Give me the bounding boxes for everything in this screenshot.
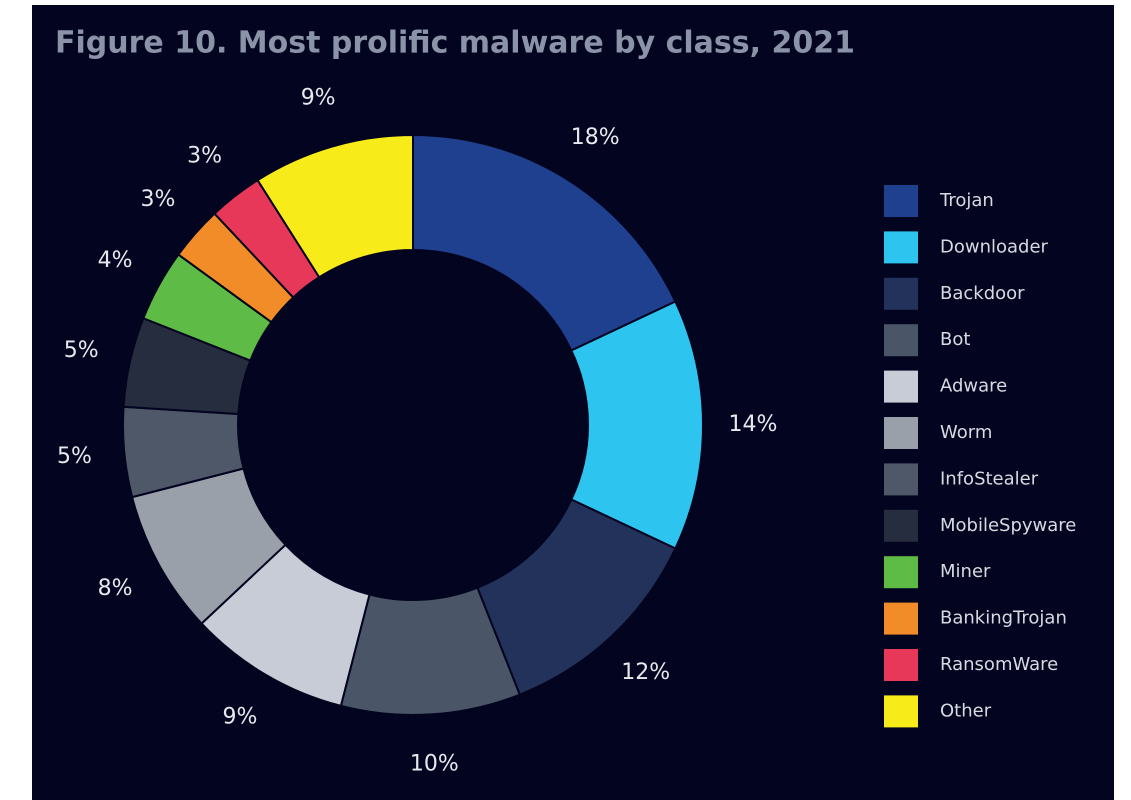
legend-label: BankingTrojan: [940, 608, 1067, 629]
legend-label: Trojan: [939, 190, 994, 211]
data-label: 12%: [621, 660, 670, 685]
data-label: 18%: [571, 125, 620, 150]
legend-swatch: [884, 185, 918, 217]
legend-swatch: [884, 556, 918, 589]
legend-label: Backdoor: [940, 283, 1025, 304]
legend-swatch: [884, 370, 918, 403]
donut-slice: [412, 133, 677, 352]
legend-label: InfoStealer: [940, 468, 1039, 489]
data-label: 8%: [98, 576, 133, 601]
data-label: 5%: [57, 444, 92, 469]
data-label: 14%: [729, 412, 778, 437]
data-label: 5%: [64, 338, 99, 363]
legend-swatch: [884, 602, 918, 635]
legend-label: MobileSpyware: [940, 515, 1076, 536]
legend-swatch: [884, 324, 918, 357]
legend-swatch: [884, 231, 918, 264]
donut-slice: [256, 133, 414, 279]
data-label: 9%: [301, 86, 336, 111]
legend-swatch: [884, 649, 918, 681]
legend-label: Downloader: [940, 236, 1049, 257]
legend-label: RansomWare: [940, 654, 1058, 675]
legend-label: Adware: [940, 376, 1007, 397]
legend-swatch: [884, 417, 918, 449]
data-label: 10%: [410, 751, 459, 776]
legend-label: Other: [940, 700, 992, 721]
legend-label: Bot: [940, 329, 970, 350]
legend-swatch: [884, 463, 918, 496]
chart-title: Figure 10. Most prolific malware by clas…: [55, 26, 855, 61]
data-label: 9%: [222, 705, 257, 730]
legend-swatch: [884, 277, 918, 310]
legend-label: Worm: [940, 422, 992, 443]
legend-swatch: [884, 509, 918, 542]
data-label: 4%: [98, 248, 133, 273]
legend-label: Miner: [940, 561, 991, 582]
data-label: 3%: [141, 187, 176, 212]
legend-swatch: [884, 695, 918, 728]
data-label: 3%: [187, 143, 222, 168]
